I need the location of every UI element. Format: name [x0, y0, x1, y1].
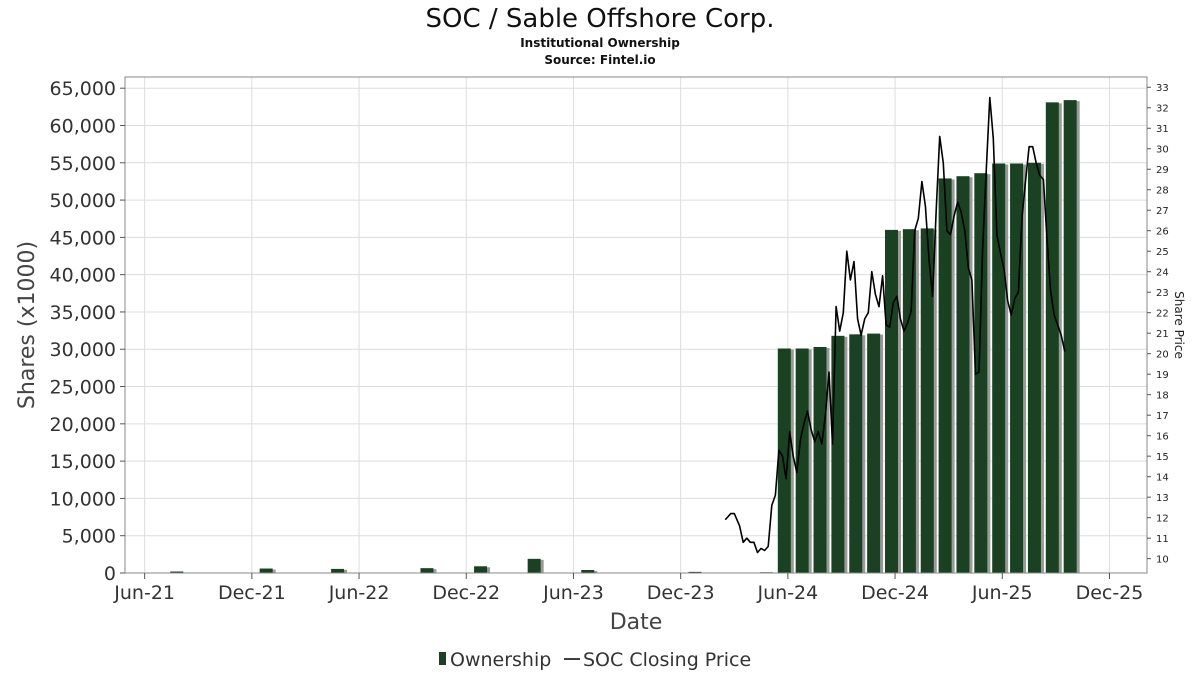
y2-tick-label: 13 [1156, 493, 1169, 504]
x-axis-title: Date [610, 610, 663, 635]
y-tick-label: 0 [104, 563, 116, 585]
y2-tick-label: 32 [1156, 104, 1169, 115]
chart-subtitle: Institutional Ownership [520, 36, 680, 50]
legend-ownership-label: Ownership [450, 649, 551, 671]
y2-tick-label: 30 [1156, 145, 1169, 156]
right-axis-ticks: 10 11 12 13 14 15 16 17 18 19 20 21 22 23 24 25 26 27 28 29… [1147, 83, 1169, 566]
y-tick-label: 20,000 [50, 414, 116, 436]
ownership-bar [777, 348, 791, 573]
ownership-bar [527, 558, 541, 573]
y2-tick-label: 21 [1156, 329, 1169, 340]
ownership-bar [902, 229, 916, 574]
ownership-bar [1027, 162, 1041, 574]
ownership-bar [813, 347, 827, 573]
y-tick-label: 40,000 [50, 265, 116, 287]
ownership-bar [849, 334, 863, 573]
y2-tick-label: 23 [1156, 288, 1169, 299]
y2-tick-label: 12 [1156, 514, 1169, 525]
ownership-bars [170, 100, 1080, 574]
price-line [724, 96, 1066, 554]
y2-tick-label: 29 [1156, 165, 1169, 176]
chart-source: Source: Fintel.io [544, 53, 655, 67]
y-tick-label: 45,000 [50, 227, 116, 249]
y-tick-label: 15,000 [50, 451, 116, 473]
y-tick-label: 35,000 [50, 302, 116, 324]
legend-ownership-swatch [439, 652, 446, 665]
y-tick-label: 5,000 [62, 526, 116, 548]
y2-tick-label: 11 [1156, 534, 1169, 545]
legend-price-label: SOC Closing Price [583, 649, 751, 671]
ownership-bar [867, 333, 881, 573]
ownership-bar [920, 228, 934, 573]
y2-tick-label: 28 [1156, 186, 1169, 197]
y2-tick-label: 27 [1156, 206, 1169, 217]
ownership-bar [1063, 100, 1077, 574]
x-tick-label: Dec-22 [432, 582, 500, 604]
ownership-bar [992, 163, 1006, 573]
plot-frame [124, 76, 1148, 574]
left-axis-ticks: 0 5,000 10,000 15,000 20,000 25,000 30,000 35,0… [50, 78, 125, 585]
ownership-bar [938, 178, 952, 573]
y-tick-label: 25,000 [50, 377, 116, 399]
ownership-bar [259, 568, 273, 573]
ownership-bar [795, 348, 809, 573]
y2-tick-label: 19 [1156, 370, 1169, 381]
y2-tick-label: 18 [1156, 391, 1169, 402]
x-tick-label: Dec-25 [1076, 582, 1144, 604]
x-tick-label: Jun-24 [757, 582, 819, 604]
y2-tick-label: 25 [1156, 247, 1169, 258]
y2-tick-label: 15 [1156, 452, 1169, 463]
y-tick-label: 30,000 [50, 339, 116, 361]
x-tick-label: Jun-21 [113, 582, 175, 604]
y-tick-label: 65,000 [50, 78, 116, 100]
ownership-bar [581, 570, 595, 573]
y2-tick-label: 33 [1156, 83, 1169, 94]
price-line-layer [724, 96, 1066, 554]
x-axis-ticks: Jun-21 Dec-21 Jun-22 Dec-22 Jun-23 Dec-23 Jun-… [113, 573, 1143, 604]
y2-tick-label: 22 [1156, 309, 1169, 320]
legend: Ownership SOC Closing Price [439, 649, 751, 671]
y2-tick-label: 26 [1156, 227, 1169, 238]
y-tick-label: 60,000 [50, 115, 116, 137]
ownership-bar [331, 568, 345, 573]
y-axis-title: Shares (x1000) [15, 241, 40, 409]
x-tick-label: Jun-23 [542, 582, 604, 604]
x-tick-label: Jun-22 [328, 582, 390, 604]
ownership-bar [420, 568, 434, 573]
y2-tick-label: 14 [1156, 473, 1169, 484]
chart-title: SOC / Sable Offshore Corp. [425, 4, 774, 34]
ownership-bar [170, 571, 184, 573]
y2-tick-label: 10 [1156, 555, 1169, 566]
ownership-bar [1045, 102, 1059, 573]
y2-tick-label: 20 [1156, 350, 1169, 361]
y2-tick-label: 24 [1156, 268, 1169, 279]
ownership-bar [474, 566, 488, 573]
y2-axis-title: Share Price [1172, 291, 1186, 359]
x-tick-label: Jun-25 [971, 582, 1033, 604]
ownership-bar [956, 176, 970, 573]
y-tick-label: 10,000 [50, 488, 116, 510]
ownership-bar [831, 335, 845, 573]
y-tick-label: 50,000 [50, 190, 116, 212]
x-tick-label: Dec-23 [647, 582, 715, 604]
ownership-bar [688, 571, 702, 573]
y2-tick-label: 17 [1156, 411, 1169, 422]
ownership-bar [974, 173, 988, 573]
y-tick-label: 55,000 [50, 153, 116, 175]
x-tick-label: Dec-21 [218, 582, 286, 604]
x-tick-label: Dec-24 [861, 582, 929, 604]
ownership-bar [885, 229, 898, 573]
y2-tick-label: 31 [1156, 124, 1169, 135]
y2-tick-label: 16 [1156, 432, 1169, 443]
